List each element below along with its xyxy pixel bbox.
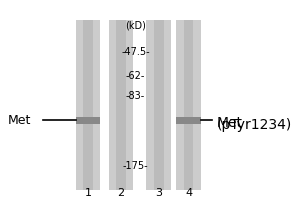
Text: Met: Met [8,114,32,127]
Text: -47.5-: -47.5- [121,47,150,57]
Text: 2: 2 [117,188,124,198]
Text: 1: 1 [85,188,92,198]
Bar [176,20,201,190]
Bar [176,116,201,123]
Text: -62-: -62- [126,71,145,81]
Bar [146,20,171,190]
Text: Met: Met [217,116,243,130]
Bar [154,20,164,190]
Text: 4: 4 [185,188,192,198]
Bar [76,20,101,190]
Text: -175-: -175- [123,161,148,171]
Bar [184,20,194,190]
Bar [109,20,133,190]
Bar [76,116,101,123]
Text: 3: 3 [155,188,162,198]
Bar [83,20,93,190]
Text: -83-: -83- [126,91,145,101]
Bar [116,20,126,190]
Text: (pTyr1234): (pTyr1234) [217,118,292,132]
Text: (kD): (kD) [125,21,146,31]
